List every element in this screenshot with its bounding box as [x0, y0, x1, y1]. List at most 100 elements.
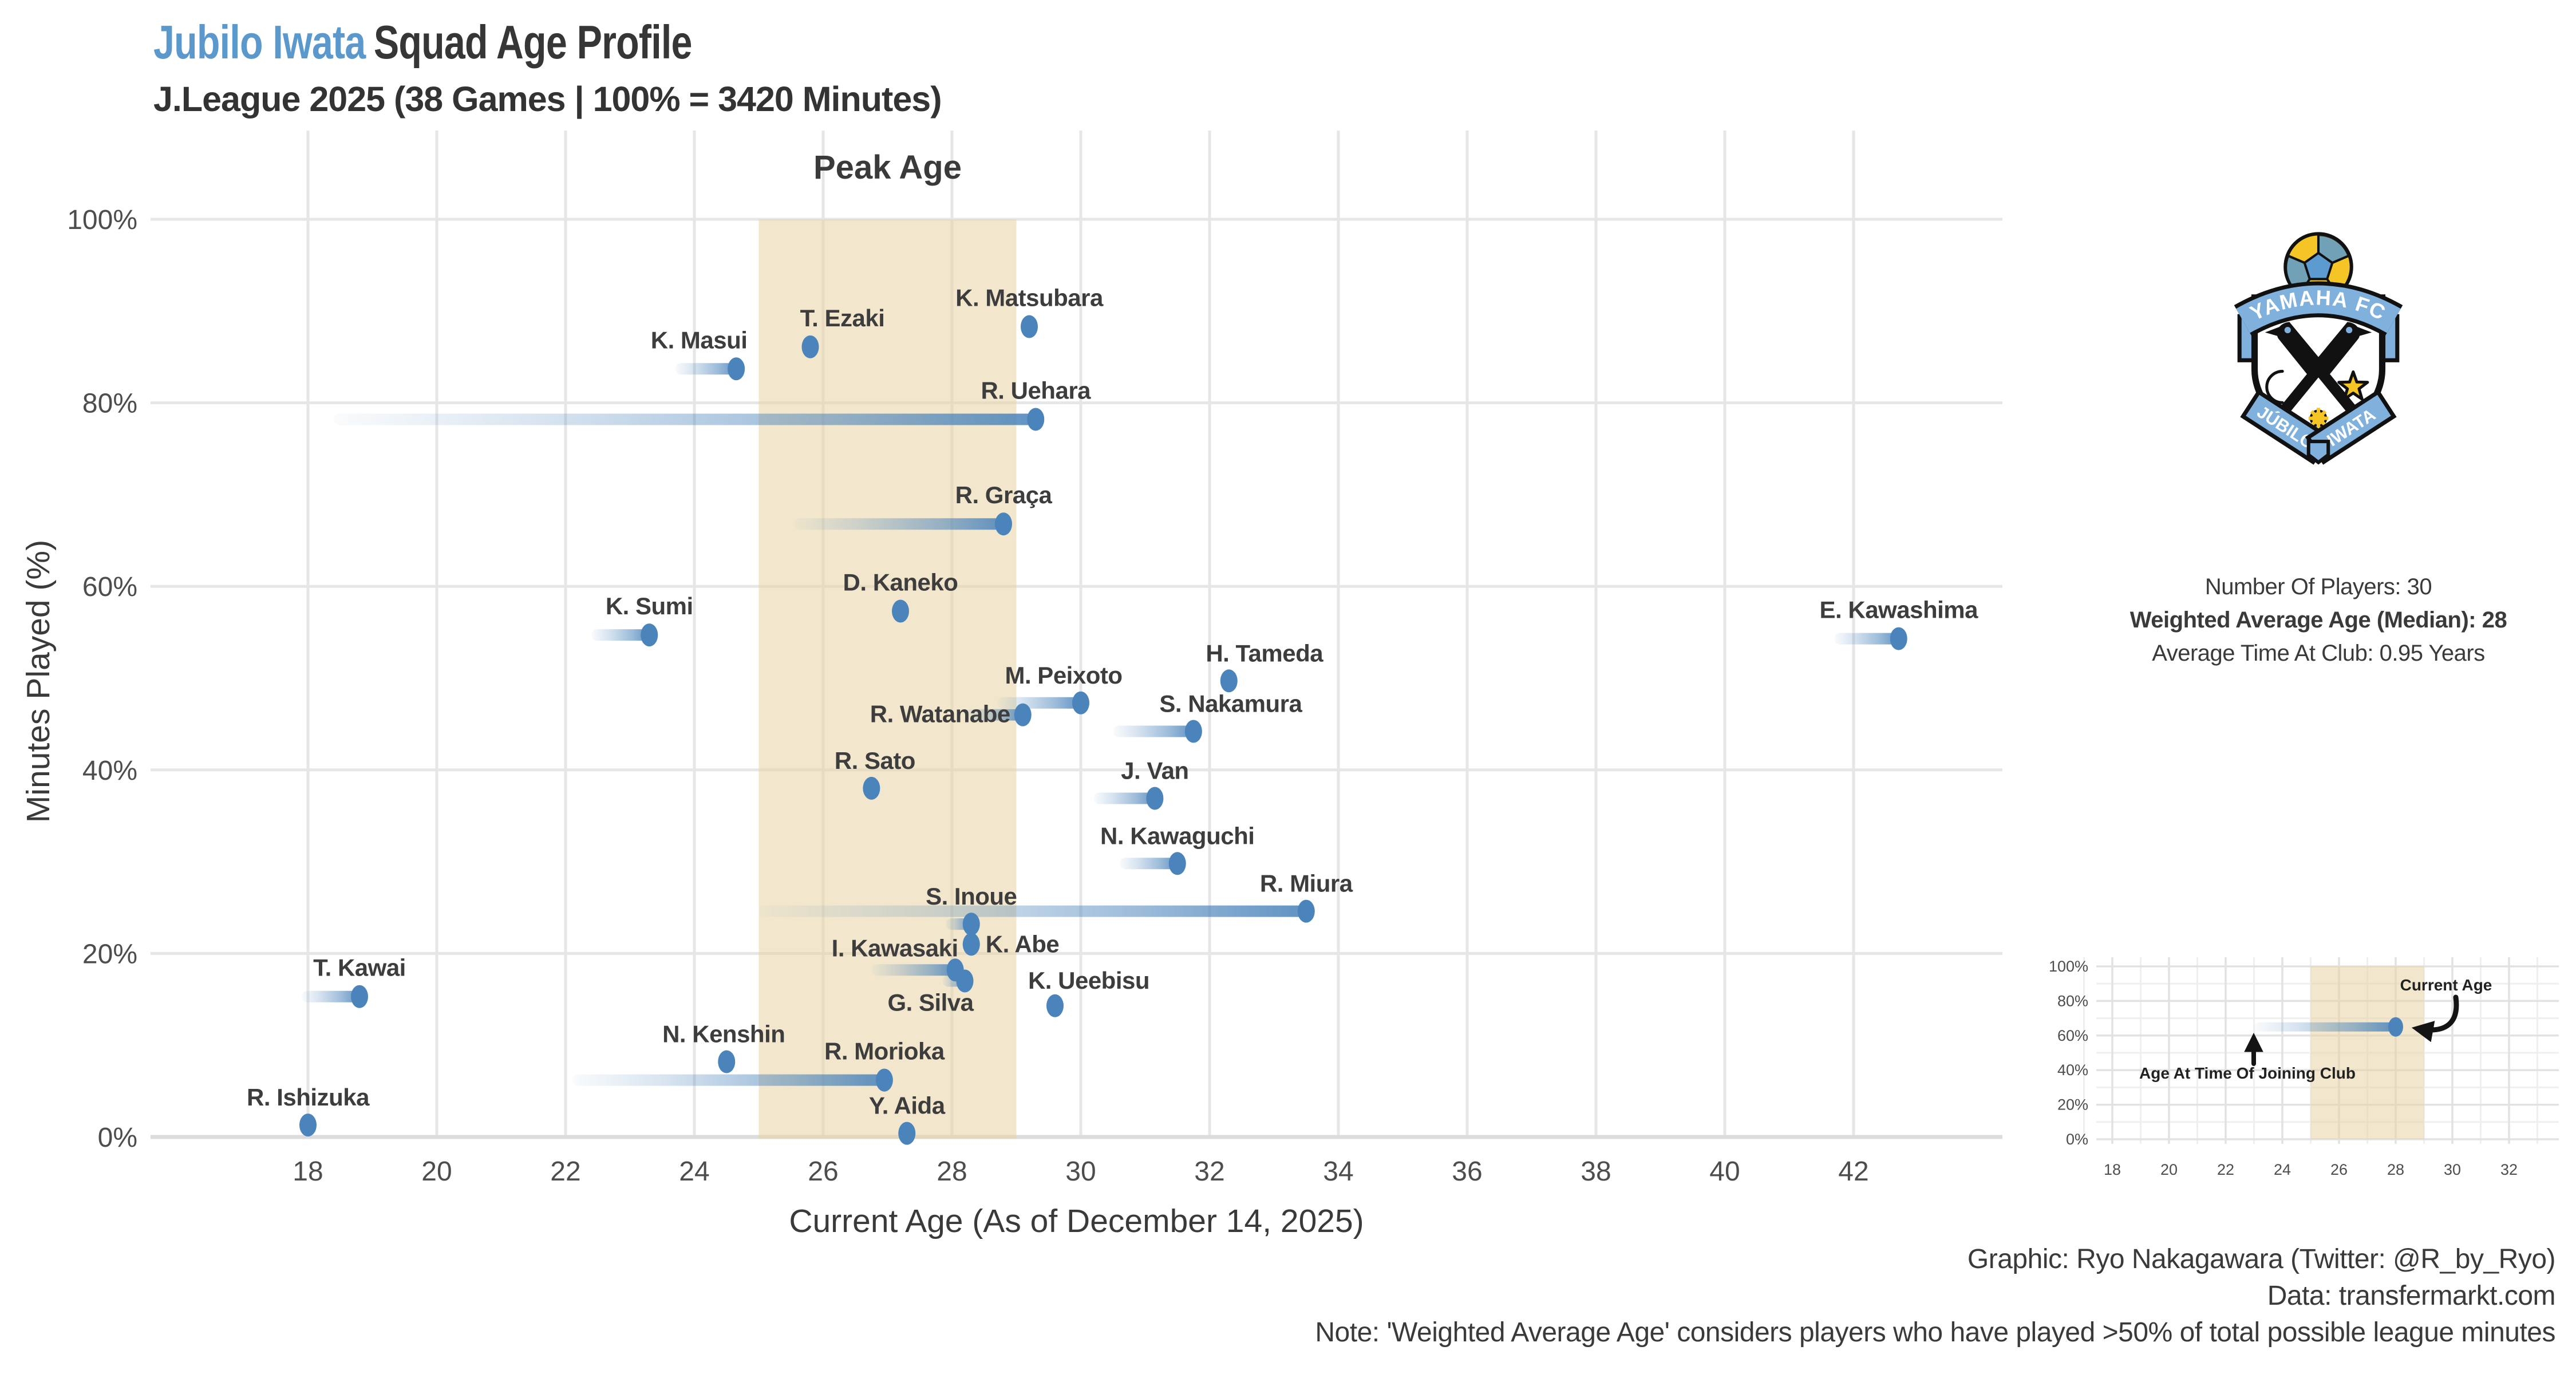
x-axis-title: Current Age (As of December 14, 2025): [789, 1203, 1364, 1239]
peak-age-band: [758, 219, 1017, 1139]
player-point-y-aida: [898, 1122, 916, 1145]
player-label-e-kawashima: E. Kawashima: [1820, 597, 1979, 623]
peak-age-label: Peak Age: [813, 149, 962, 186]
footer-data-source: Data: transfermarkt.com: [2267, 1281, 2556, 1311]
player-trail-j-van: [1093, 792, 1155, 804]
footer-credits: Graphic: Ryo Nakagawara (Twitter: @R_by_…: [1141, 1241, 2555, 1351]
player-point-h-tameda: [1220, 669, 1238, 693]
inset-y-tick-80: 80%: [2057, 992, 2088, 1009]
peak-age-band-rect: [758, 219, 1017, 1139]
player-point-r-miura: [1297, 899, 1315, 923]
player-trail-r-uehara: [334, 413, 1036, 425]
inset-x-tick-18: 18: [2104, 1161, 2121, 1178]
player-trail-e-kawashima: [1834, 633, 1899, 645]
player-label-r-watanabe: R. Watanabe: [870, 701, 1010, 728]
jubilo-iwata-crest: YAMAHA FC JÚBILO IWATA: [2234, 232, 2403, 465]
player-label-y-aida: Y. Aida: [869, 1092, 946, 1119]
player-point-g-silva: [956, 969, 974, 993]
inset-y-tick-20: 20%: [2057, 1096, 2088, 1114]
legend-inset-chart: 0% 20% 40% 60% 80% 100% 18 20 22 24 26 28 30 32 Curren…: [2049, 957, 2559, 1178]
player-trail-k-masui: [675, 363, 737, 375]
page-subtitle: J.League 2025 (38 Games | 100% = 3420 Mi…: [153, 80, 942, 119]
player-label-r-ishizuka: R. Ishizuka: [247, 1084, 370, 1111]
player-trails: [301, 363, 1899, 1086]
footer-note: Note: 'Weighted Average Age' considers p…: [1315, 1317, 2555, 1348]
inset-demo-trail: [2254, 1022, 2396, 1032]
inset-demo-point: [2388, 1017, 2403, 1037]
stat-number-of-players: Number Of Players: 30: [2204, 574, 2432, 599]
inset-x-tick-28: 28: [2387, 1161, 2404, 1178]
player-label-s-nakamura: S. Nakamura: [1159, 690, 1302, 717]
player-point-k-sumi: [641, 623, 658, 647]
inset-x-tick-30: 30: [2444, 1161, 2461, 1178]
inset-x-tick-22: 22: [2217, 1161, 2234, 1178]
player-point-r-watanabe: [1014, 703, 1032, 727]
inset-y-tick-60: 60%: [2057, 1027, 2088, 1044]
x-tick-38: 38: [1581, 1156, 1611, 1187]
inset-current-age-label: Current Age: [2400, 976, 2492, 994]
inset-y-tick-0: 0%: [2066, 1131, 2088, 1148]
player-label-i-kawasaki: I. Kawasaki: [832, 934, 958, 961]
player-label-r-gra-a: R. Graça: [955, 481, 1053, 508]
x-tick-32: 32: [1194, 1156, 1224, 1187]
player-point-k-abe: [962, 933, 980, 956]
inset-x-tick-24: 24: [2274, 1161, 2291, 1178]
player-point-n-kenshin: [718, 1050, 736, 1073]
player-point-r-gra-a: [995, 512, 1012, 536]
crest-star-icon: [2337, 370, 2369, 401]
y-tick-20: 20%: [82, 939, 137, 969]
chart-annotations: Peak Age: [813, 149, 962, 186]
page-title: Jubilo Iwata Squad Age Profile: [153, 17, 692, 67]
player-label-s-inoue: S. Inoue: [926, 883, 1017, 910]
player-label-k-masui: K. Masui: [651, 326, 748, 353]
player-labels: R. Ishizuka T. Kawai K. Sumi N. Kenshin K. M…: [247, 285, 1979, 1119]
player-label-t-kawai: T. Kawai: [313, 954, 406, 981]
player-label-g-silva: G. Silva: [887, 989, 974, 1016]
squad-stats-block: Number Of Players: 30 Weighted Average A…: [2061, 570, 2576, 670]
y-axis-title: Minutes Played (%): [20, 540, 57, 823]
axes: 0% 20% 40% 60% 80% 100% 18 20 22 24 26 28 30 32 34 36 38…: [20, 205, 1869, 1239]
player-trail-r-morioka: [572, 1074, 884, 1086]
x-tick-20: 20: [421, 1156, 452, 1187]
inset-x-tick-32: 32: [2500, 1161, 2518, 1178]
player-label-d-kaneko: D. Kaneko: [843, 568, 958, 595]
y-tick-60: 60%: [82, 572, 137, 602]
x-tick-28: 28: [937, 1156, 967, 1187]
player-point-n-kawaguchi: [1168, 852, 1186, 875]
player-label-r-uehara: R. Uehara: [981, 377, 1091, 404]
x-tick-30: 30: [1065, 1156, 1096, 1187]
player-point-k-ueebisu: [1046, 994, 1064, 1017]
player-label-k-matsubara: K. Matsubara: [955, 285, 1104, 311]
player-trail-r-miura: [758, 905, 1306, 917]
x-tick-34: 34: [1323, 1156, 1353, 1187]
player-point-t-kawai: [351, 985, 368, 1008]
player-trail-k-sumi: [591, 629, 650, 641]
player-trail-r-watanabe: [965, 709, 1023, 721]
team-name: Jubilo Iwata: [153, 15, 366, 69]
x-tick-26: 26: [808, 1156, 838, 1187]
player-label-n-kenshin: N. Kenshin: [662, 1021, 785, 1048]
inset-curved-arrow-icon: [2411, 994, 2459, 1043]
crest-top-banner: YAMAHA FC: [2234, 281, 2403, 337]
crest-bottom-tab: [2306, 440, 2330, 465]
title-text: Squad Age Profile: [373, 15, 693, 69]
player-point-r-ishizuka: [299, 1114, 317, 1137]
player-point-s-nakamura: [1184, 720, 1202, 743]
y-tick-100: 100%: [67, 205, 137, 235]
inset-y-tick-100: 100%: [2049, 958, 2088, 975]
player-points: [299, 315, 1907, 1145]
player-trail-s-nakamura: [1113, 725, 1194, 737]
player-trail-n-kawaguchi: [1119, 858, 1178, 870]
player-point-k-matsubara: [1021, 315, 1038, 338]
player-label-r-morioka: R. Morioka: [824, 1038, 945, 1065]
inset-y-tick-40: 40%: [2057, 1061, 2088, 1079]
player-point-e-kawashima: [1890, 627, 1907, 650]
player-label-n-kawaguchi: N. Kawaguchi: [1100, 822, 1254, 849]
player-label-k-sumi: K. Sumi: [606, 593, 693, 619]
x-tick-22: 22: [550, 1156, 580, 1187]
player-label-r-sato: R. Sato: [835, 747, 915, 774]
stat-weighted-average-age: Weighted Average Age (Median): 28: [2129, 607, 2507, 633]
player-label-t-ezaki: T. Ezaki: [800, 305, 885, 331]
x-tick-36: 36: [1452, 1156, 1482, 1187]
